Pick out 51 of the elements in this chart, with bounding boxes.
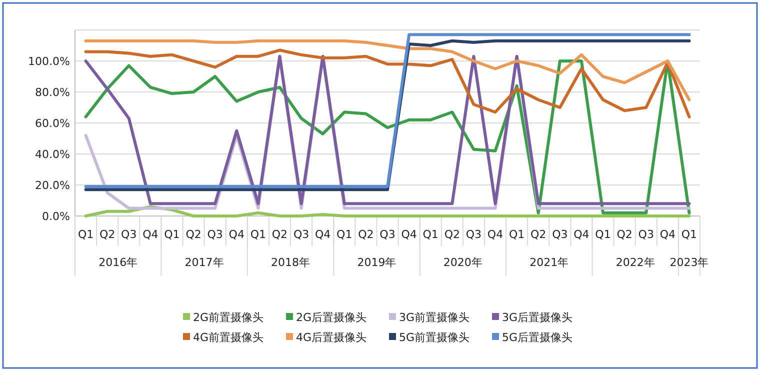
x-tick-label: Q4 [487,228,504,241]
legend-label: 4G前置摄像头 [193,331,264,344]
legend-label: 2G后置摄像头 [296,311,367,324]
text: 2022年 [616,256,655,269]
x-tick-label: Q4 [574,228,590,241]
y-tick-label: 40.0% [35,148,70,161]
text: 2016年 [98,256,138,269]
x-tick-label: Q1 [422,228,438,241]
x-tick-label: Q2 [272,228,288,241]
x-tick-label: Q2 [99,228,116,241]
x-tick-label: Q4 [401,228,417,241]
x-tick-label: Q1 [250,228,266,241]
x-tick-label: Q4 [660,228,676,241]
y-tick-label: 0.0% [42,210,70,223]
x-tick-label: Q3 [380,228,396,241]
x-tick-label: Q4 [142,228,158,241]
y-tick-label: 80.0% [35,86,70,99]
x-tick-label: Q2 [358,228,374,241]
y-tick-label: 100.0% [28,55,70,68]
text: 2023年 [670,256,709,269]
x-tick-label: Q3 [552,228,568,241]
x-tick-label: Q3 [121,228,137,241]
x-tick-label: Q1 [78,228,94,241]
x-tick-label: Q1 [681,228,698,241]
x-tick-label: Q2 [530,228,546,241]
x-tick-label: Q4 [228,228,244,241]
text: 2020年 [443,256,482,269]
x-tick-label: Q1 [336,228,352,241]
legend-label: 4G后置摄像头 [296,331,367,344]
legend-label: 2G前置摄像头 [193,311,264,324]
text: 2021年 [530,256,569,269]
x-tick-label: Q4 [315,228,331,241]
x-tick-label: Q2 [616,228,632,241]
x-tick-label: Q1 [508,228,525,241]
text: 2018年 [271,256,310,269]
x-tick-label: Q3 [638,228,654,241]
legend-label: 5G前置摄像头 [399,331,470,344]
legend-label: 3G前置摄像头 [399,311,470,324]
text: 2019年 [357,256,396,269]
x-tick-label: Q2 [444,228,460,241]
x-tick-label: Q1 [164,228,180,241]
y-tick-label: 20.0% [35,179,70,192]
x-tick-label: Q2 [186,228,202,241]
legend-label: 3G后置摄像头 [502,311,573,324]
x-tick-label: Q3 [466,228,482,241]
legend-label: 5G后置摄像头 [502,331,573,344]
x-tick-label: Q1 [595,228,611,241]
y-tick-label: 60.0% [35,117,70,130]
x-tick-label: Q3 [207,228,223,241]
x-tick-label: Q3 [293,228,310,241]
text: 2017年 [184,256,224,269]
